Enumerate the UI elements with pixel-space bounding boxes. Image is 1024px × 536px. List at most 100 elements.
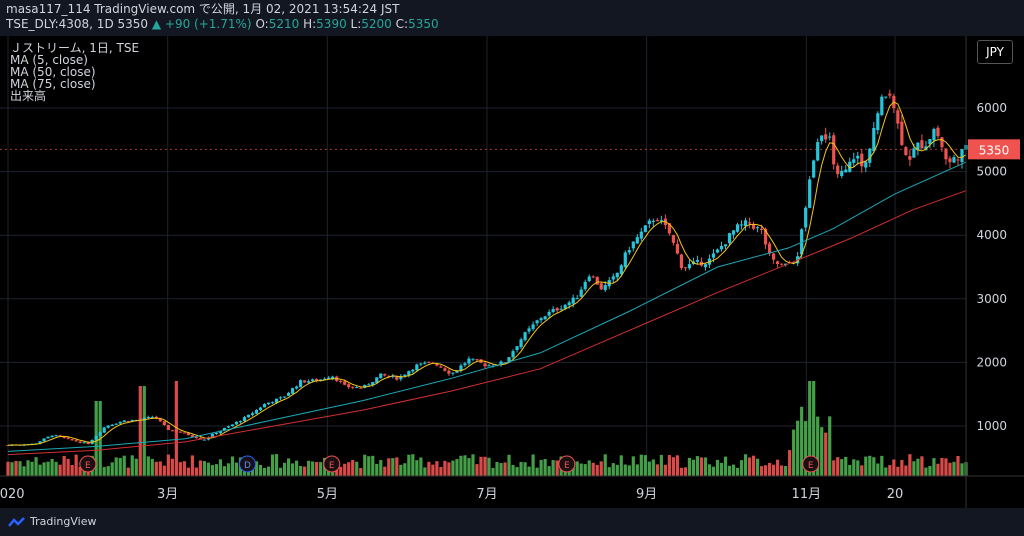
candle-body <box>443 368 447 371</box>
candle-body <box>74 440 78 442</box>
volume-bar <box>755 458 760 476</box>
volume-bar <box>351 459 355 476</box>
tradingview-icon <box>8 516 25 527</box>
volume-bar <box>623 464 627 476</box>
candle-body <box>856 155 860 159</box>
candle-body <box>399 376 403 380</box>
volume-bar <box>435 461 439 476</box>
candle-body <box>719 245 724 250</box>
volume-bar <box>908 454 912 476</box>
candle-body <box>515 346 519 351</box>
legend-ma5[interactable]: MA (5, close) <box>10 53 88 67</box>
candle-body <box>403 374 407 376</box>
volume-bar <box>319 462 323 476</box>
candle-body <box>166 425 170 430</box>
candle-body <box>547 311 551 316</box>
time-tick-label: 9月 <box>636 487 657 502</box>
candle-body <box>876 113 880 131</box>
legend-ma50[interactable]: MA (50, close) <box>10 65 96 79</box>
volume-bar <box>290 463 295 476</box>
volume-bar <box>844 456 848 476</box>
candle-body <box>643 225 647 232</box>
candle-body <box>575 298 579 300</box>
candle-body <box>363 384 367 388</box>
time-tick-label: 5月 <box>317 487 338 502</box>
volume-bar <box>880 455 884 476</box>
volume-bar <box>816 416 820 476</box>
candle-body <box>375 377 379 383</box>
candle-body <box>543 316 547 320</box>
event-marker <box>558 455 576 473</box>
ma5-line <box>7 101 967 446</box>
volume-bar <box>639 454 643 476</box>
tradingview-logo[interactable]: TradingView <box>8 515 96 528</box>
volume-bar <box>591 462 595 476</box>
volume-bar <box>691 459 696 476</box>
volume-bar <box>615 464 619 476</box>
time-tick-label: 20 <box>887 487 904 502</box>
ohlc-bar: TSE_DLY:4308, 1D 5350 ▲ +90 (+1.71%) O:5… <box>6 17 439 31</box>
volume-bar <box>22 466 26 476</box>
volume-bar <box>455 459 459 476</box>
candle-body <box>331 376 335 379</box>
candle-body <box>258 407 263 411</box>
volume-bar <box>888 465 892 476</box>
candle-body <box>86 442 90 444</box>
price-chart[interactable]: E D E E E 6000 5000 4000 3000 2000 1000 5350 2020 3… <box>0 36 1024 508</box>
open-value: 5210 <box>268 17 300 31</box>
legend-title: Ｊストリーム, 1日, TSE <box>10 41 140 55</box>
volume-bar <box>391 458 395 476</box>
volume-bar <box>900 460 904 476</box>
candle-body <box>820 135 824 142</box>
candle-body <box>347 384 351 388</box>
volume-bar <box>824 432 828 476</box>
candle-body <box>784 263 788 266</box>
candle-body <box>679 254 684 268</box>
currency-button[interactable]: JPY <box>977 40 1013 64</box>
chart-area[interactable]: E D E E E 6000 5000 4000 3000 2000 1000 5350 2020 3… <box>0 36 1024 508</box>
volume-bar <box>122 455 126 476</box>
time-tick-label: 7月 <box>476 487 497 502</box>
candle-body <box>222 428 227 431</box>
close-value: 5350 <box>408 17 439 31</box>
volume-bar <box>218 459 223 476</box>
volume-bar <box>812 381 816 476</box>
volume-bar <box>647 461 651 476</box>
volume-bar <box>872 457 876 476</box>
candle-body <box>944 148 948 160</box>
candle-body <box>210 433 215 438</box>
candle-body <box>780 263 784 265</box>
candle-body <box>407 371 411 376</box>
chart-header: masa117_114 TradingView.com で公開, 1月 02, … <box>0 0 1024 36</box>
volume-bar <box>767 462 772 476</box>
volume-bar <box>399 464 403 476</box>
volume-bar <box>796 420 800 476</box>
volume-bar <box>479 456 483 476</box>
candle-body <box>114 423 118 425</box>
volume-bar <box>735 467 740 476</box>
legend-ma75[interactable]: MA (75, close) <box>10 77 96 91</box>
volume-bar <box>186 467 190 476</box>
candle-body <box>391 375 395 377</box>
candle-body <box>940 137 944 148</box>
volume-bar <box>138 386 142 476</box>
candle-body <box>483 363 487 367</box>
candle-body <box>711 253 716 258</box>
volume-bar <box>150 458 154 476</box>
last-price-badge <box>968 139 1020 160</box>
candle-body <box>214 432 219 434</box>
volume-bar <box>828 416 832 476</box>
candle-body <box>567 302 571 306</box>
volume-bar <box>515 467 519 476</box>
candle-body <box>667 223 671 234</box>
legend-volume[interactable]: 出来高 <box>10 89 47 103</box>
candle-body <box>218 430 223 434</box>
volume-bar <box>419 457 423 476</box>
candle-body <box>98 432 102 436</box>
volume-bar <box>719 462 724 476</box>
volume-bar <box>715 459 720 476</box>
event-marker-label: E <box>564 461 570 471</box>
candle-body <box>715 249 720 253</box>
volume-bar <box>868 455 872 476</box>
